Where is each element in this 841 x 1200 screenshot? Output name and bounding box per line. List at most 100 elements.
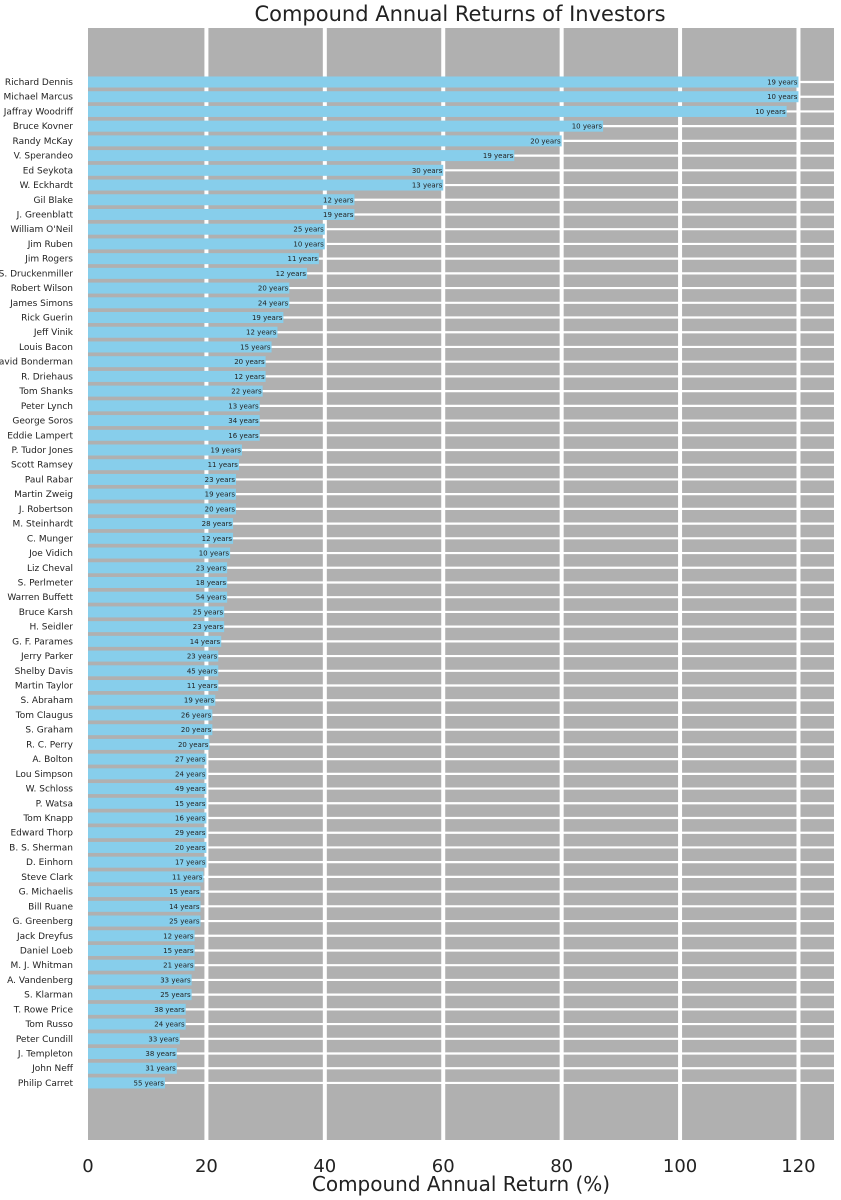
bar xyxy=(88,797,207,809)
bar-annotation: 12 years xyxy=(276,270,307,278)
bar xyxy=(88,208,355,220)
category-label: Louis Bacon xyxy=(19,343,73,353)
bar xyxy=(88,871,204,883)
category-label: J. Greenblatt xyxy=(16,210,74,220)
category-label: Tom Russo xyxy=(24,1020,73,1030)
bar xyxy=(88,856,207,868)
category-label: Tom Claugus xyxy=(15,711,74,721)
bar xyxy=(88,944,195,956)
bar-annotation: 11 years xyxy=(172,873,203,881)
bar xyxy=(88,120,604,132)
bar-annotation: 14 years xyxy=(190,638,221,646)
category-label: G. Greenberg xyxy=(13,917,73,927)
x-tick-label: 100 xyxy=(663,1156,697,1177)
bar-annotation: 19 years xyxy=(205,491,236,499)
category-label: G. Michaelis xyxy=(19,888,74,898)
category-label: A. Bolton xyxy=(32,755,73,765)
bar-annotation: 15 years xyxy=(175,800,206,808)
bar-annotation: 12 years xyxy=(246,329,277,337)
category-label: Richard Dennis xyxy=(5,78,73,88)
bar xyxy=(88,827,207,839)
category-label: Rick Guerin xyxy=(21,314,73,324)
bar xyxy=(88,547,231,559)
category-label: Paul Rabar xyxy=(25,475,73,485)
bar xyxy=(88,150,515,162)
bar xyxy=(88,91,799,103)
category-label: Scott Ramsey xyxy=(11,461,74,471)
bar xyxy=(88,915,201,927)
bar-annotation: 12 years xyxy=(163,932,194,940)
bar xyxy=(88,194,355,206)
category-label: Lou Simpson xyxy=(15,770,73,780)
category-label: M. J. Whitman xyxy=(11,961,73,971)
x-tick-label: 120 xyxy=(781,1156,815,1177)
x-tick-label: 60 xyxy=(432,1156,455,1177)
category-label: S. Graham xyxy=(25,726,73,736)
category-label: A. Vandenberg xyxy=(7,976,73,986)
bar-annotation: 25 years xyxy=(293,226,324,234)
bar xyxy=(88,576,228,588)
chart-title: Compound Annual Returns of Investors xyxy=(254,2,665,26)
bar-annotation: 20 years xyxy=(175,844,206,852)
category-label: W. Schloss xyxy=(26,785,74,795)
bar xyxy=(88,135,562,147)
bar xyxy=(88,164,444,176)
bar-annotation: 13 years xyxy=(412,182,443,190)
category-label: James Simons xyxy=(9,299,73,309)
category-label: Shelby Davis xyxy=(15,667,74,677)
bar-annotation: 34 years xyxy=(228,417,259,425)
bar xyxy=(88,665,219,677)
category-label: J. Robertson xyxy=(18,505,73,515)
bar xyxy=(88,532,234,544)
bar xyxy=(88,900,201,912)
bar xyxy=(88,724,213,736)
bar xyxy=(88,267,308,279)
category-label: V. Sperandeo xyxy=(14,152,74,162)
category-label: Peter Cundill xyxy=(16,1035,73,1045)
bar xyxy=(88,429,260,441)
category-label: Tom Knapp xyxy=(22,814,73,824)
bar xyxy=(88,974,192,986)
category-label: W. Eckhardt xyxy=(20,181,74,191)
bar-annotation: 29 years xyxy=(175,829,206,837)
bar-annotation: 13 years xyxy=(228,402,259,410)
bar xyxy=(88,326,278,338)
category-label: S. Druckenmiller xyxy=(0,269,73,279)
category-label: R. Driehaus xyxy=(21,372,73,382)
category-label: S. Perlmeter xyxy=(18,578,74,588)
bar-annotation: 12 years xyxy=(234,373,265,381)
category-label: G. F. Parames xyxy=(12,637,73,647)
bar xyxy=(88,341,272,353)
bar-annotation: 11 years xyxy=(287,255,318,263)
bar-annotations: 19 years 10 years 10 years 10 years 20 years… xyxy=(134,79,798,1088)
bar xyxy=(88,312,284,324)
bar xyxy=(88,591,228,603)
category-label: Jaffray Woodriff xyxy=(3,107,74,117)
bar-annotation: 31 years xyxy=(145,1065,176,1073)
bar xyxy=(88,1003,186,1015)
bar-annotation: 45 years xyxy=(187,667,218,675)
bar-annotation: 20 years xyxy=(181,726,212,734)
bar xyxy=(88,518,234,530)
bar xyxy=(88,1018,186,1030)
category-label: Joe Vidich xyxy=(28,549,73,559)
bar-annotation: 28 years xyxy=(202,520,233,528)
category-label: Steve Clark xyxy=(21,873,74,883)
category-label: S. Klarman xyxy=(24,991,73,1001)
bar xyxy=(88,886,201,898)
bar-annotation: 15 years xyxy=(240,343,271,351)
bar xyxy=(88,621,225,633)
bar xyxy=(88,459,239,471)
x-axis-tick-labels: 0 20 40 60 80 100 120 xyxy=(82,1156,815,1177)
category-label: C. Munger xyxy=(27,534,73,544)
category-label: P. Watsa xyxy=(36,799,73,809)
bar xyxy=(88,105,787,117)
category-label: Jim Ruben xyxy=(27,240,73,250)
category-label: S. Abraham xyxy=(20,696,73,706)
category-label: Gil Blake xyxy=(34,196,74,206)
bar-annotation: 10 years xyxy=(293,240,324,248)
plot-area: 19 years 10 years 10 years 10 years 20 years… xyxy=(88,28,834,1140)
category-label: T. Rowe Price xyxy=(13,1005,74,1015)
bar-annotation: 23 years xyxy=(193,623,224,631)
